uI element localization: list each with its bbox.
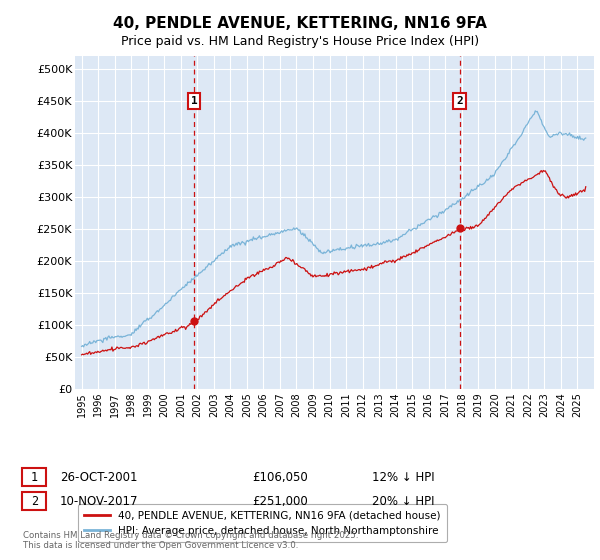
Text: 2: 2 xyxy=(456,96,463,106)
Text: 10-NOV-2017: 10-NOV-2017 xyxy=(60,494,139,508)
Legend: 40, PENDLE AVENUE, KETTERING, NN16 9FA (detached house), HPI: Average price, det: 40, PENDLE AVENUE, KETTERING, NN16 9FA (… xyxy=(77,505,447,542)
Text: Price paid vs. HM Land Registry's House Price Index (HPI): Price paid vs. HM Land Registry's House … xyxy=(121,35,479,48)
Text: 1: 1 xyxy=(31,470,38,484)
Text: 20% ↓ HPI: 20% ↓ HPI xyxy=(372,494,434,508)
Text: 26-OCT-2001: 26-OCT-2001 xyxy=(60,470,137,484)
Text: 1: 1 xyxy=(191,96,198,106)
Text: 40, PENDLE AVENUE, KETTERING, NN16 9FA: 40, PENDLE AVENUE, KETTERING, NN16 9FA xyxy=(113,16,487,31)
Text: £251,000: £251,000 xyxy=(252,494,308,508)
Text: Contains HM Land Registry data © Crown copyright and database right 2025.
This d: Contains HM Land Registry data © Crown c… xyxy=(23,530,358,550)
Text: 12% ↓ HPI: 12% ↓ HPI xyxy=(372,470,434,484)
Text: 2: 2 xyxy=(31,494,38,508)
Text: £106,050: £106,050 xyxy=(252,470,308,484)
